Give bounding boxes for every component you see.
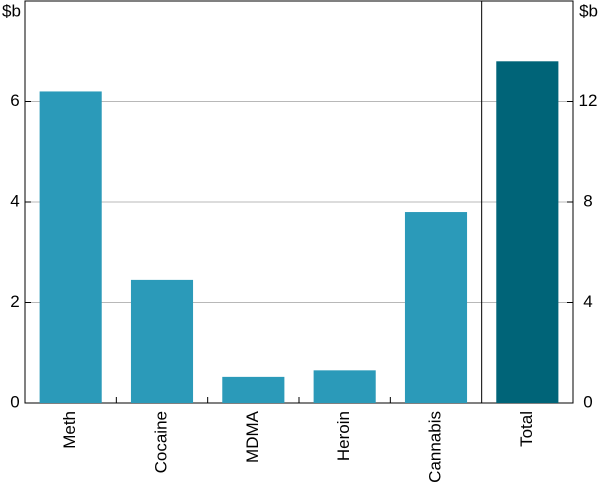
y-tick-label: 4 — [10, 191, 19, 210]
y2-axis-label: $b — [579, 1, 598, 20]
x-tick-label: MDMA — [243, 410, 262, 463]
y-tick-label: 0 — [10, 392, 19, 411]
y2-tick-label: 8 — [583, 191, 592, 210]
bar — [404, 212, 468, 403]
x-tick-label: Heroin — [334, 411, 353, 461]
x-tick-label: Meth — [60, 411, 79, 449]
y-tick-label: 6 — [10, 91, 19, 110]
x-tick-label: Cannabis — [425, 411, 444, 483]
y-axis-label: $b — [2, 1, 21, 20]
y2-tick-label: 4 — [583, 292, 592, 311]
x-tick-label: Cocaine — [151, 411, 170, 473]
bar — [39, 91, 102, 403]
x-tick-label: Total — [517, 411, 536, 447]
bar — [130, 279, 194, 403]
bar — [496, 61, 559, 404]
y-tick-label: 2 — [10, 292, 19, 311]
y2-tick-label: 0 — [583, 392, 592, 411]
y2-tick-label: 12 — [579, 91, 598, 110]
bar — [222, 376, 285, 403]
bar — [313, 370, 376, 403]
